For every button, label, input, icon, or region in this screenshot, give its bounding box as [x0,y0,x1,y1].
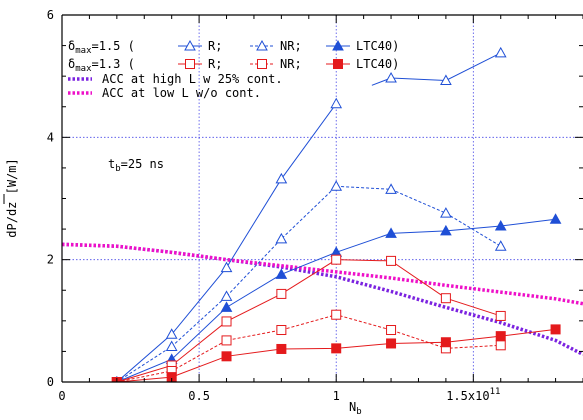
series-15-ltc40-point [385,227,397,238]
series-15-ltc40-point [549,213,562,224]
y-tick-label: 6 [47,8,54,22]
series-13-ltc40-point [331,343,342,354]
tick-labels: 0 0.5 1 1.5x1011 0 2 4 6 [47,8,501,403]
y-tick-label: 0 [47,375,54,389]
series-13-nr-point [221,335,232,346]
annotation-sub: b [115,164,120,174]
series-13-r-point [386,255,397,266]
series-13-r-point [440,293,451,304]
axes [61,14,583,383]
legend-group-prefix: δmax=1.3 ( [68,57,135,74]
legend-item-label: NR; [280,39,302,53]
legend-acc-label: ACC at low L w/o cont. [102,86,261,100]
x-axis-label: Nb [349,400,362,417]
series-15-r-point [165,328,178,339]
series-15-ltc40-point [494,219,507,231]
plot-area [62,46,583,382]
y-axis-label: dP/dz [W/m] [5,158,19,237]
series-13-ltc40-point [276,343,287,354]
annotation-main: t [108,157,115,171]
acc-curve-2 [62,242,583,306]
series-15-r-point [440,74,452,85]
legend-prefix-main: δ [68,57,75,71]
x-tick-label: 1.5x1011 [446,387,500,403]
legend-marker [332,39,344,51]
bunch-spacing-annotation: tb=25 ns [108,157,164,174]
x-tick-label: 0.5 [188,389,210,403]
legend-acc-label: ACC at high L w 25% cont. [102,72,283,86]
series-15-nr-point [275,232,288,244]
series-15-r-point [385,71,397,83]
legend-marker [185,59,195,69]
series-15-r-point [494,46,507,58]
series-15-r-point [275,172,288,184]
legend-item-label: R; [208,57,222,71]
legend-marker [184,39,196,51]
legend-item-label: R; [208,39,222,53]
x-tick-label: 1 [333,389,340,403]
series-15-ltc40-point [220,301,233,312]
legend-prefix-sub: max [75,64,92,74]
series-15-nr-point [165,340,178,352]
series-15-nr-point [385,183,397,194]
legend-item-label: NR; [280,57,302,71]
series-13-ltc40-point [550,324,561,335]
x-tick-label: 0 [58,389,65,403]
series-13-nr-point [331,309,342,320]
series-15-ltc40-point [440,224,452,236]
x-tick-exponent: 11 [490,387,501,397]
legend-prefix-main: δ [68,39,75,53]
series-13-r-point [221,316,232,327]
series-15-nr-point [440,207,452,218]
series-13-ltc40-point [440,337,451,348]
legend-prefix-sub: max [75,46,92,56]
legend-item-label: LTC40) [356,57,399,71]
series-15-nr-point [330,180,343,191]
series-13-ltc40-point [495,331,506,342]
series-13-r-line [116,259,501,382]
series-15-nr-point [220,290,233,301]
legend-prefix-rest: =1.3 ( [92,57,135,71]
legend-item-label: LTC40) [356,39,399,53]
x-axis-label-main: N [349,400,356,414]
legend: δmax=1.5 (R; NR; LTC40)δmax=1.3 (R; NR; LTC4… [68,39,399,100]
series-13-nr-point [276,325,287,336]
y-tick-label: 2 [47,253,54,267]
series-15-r-point [220,261,233,273]
series-15-r-line [371,52,501,86]
series-15-r-point [330,97,343,109]
series-15-ltc40-point [275,268,288,279]
series-15-nr-point [494,240,507,251]
legend-marker [256,39,268,51]
y-tick-label: 4 [47,130,54,144]
legend-marker [333,59,343,69]
series-15-nr-line [116,185,501,382]
legend-prefix-rest: =1.5 ( [92,39,135,53]
series-13-ltc40-point [221,351,232,362]
series-13-r-point [331,254,342,265]
legend-marker [257,59,267,69]
series-13-nr-point [495,340,506,351]
legend-group-prefix: δmax=1.5 ( [68,39,135,56]
series-13-ltc40-point [386,338,397,349]
series-13-nr-point [386,325,397,336]
x-axis-label-sub: b [356,407,361,417]
series-13-r-point [276,288,287,299]
annotation-rest: =25 ns [121,157,164,171]
series-13-nr-line [116,314,501,382]
series-13-r-point [495,310,506,321]
